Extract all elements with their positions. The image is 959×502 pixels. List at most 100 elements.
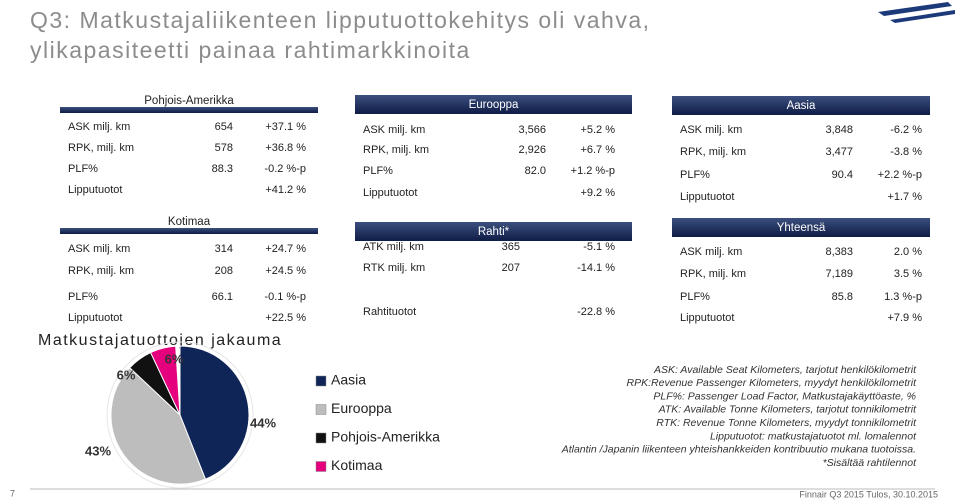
title-line: Q3: Matkustajaliikenteen lipputuottokehi… — [30, 7, 651, 33]
row-label: RPK, milj. km — [68, 142, 134, 154]
row-label: Lipputuotot — [363, 187, 417, 199]
panel-title: Rahti* — [478, 226, 510, 238]
panel-header — [672, 96, 930, 115]
row-label: ASK milj. km — [68, 121, 130, 133]
row-value: 7,189 — [825, 268, 853, 280]
panel-header — [672, 218, 930, 237]
legend-swatch — [315, 375, 327, 387]
row-label: Lipputuotot — [680, 191, 734, 203]
row-label: Rahtituotot — [363, 306, 416, 318]
panel-header — [60, 107, 318, 113]
row-change: +41.2 % — [265, 184, 306, 196]
row-label: ASK milj. km — [363, 124, 425, 136]
row-change: -3.8 % — [890, 146, 922, 158]
note: *Sisältää rahtilennot — [823, 457, 917, 469]
row-value: 3,566 — [518, 124, 546, 136]
legend-swatch — [315, 461, 327, 472]
legend-label: Eurooppa — [331, 400, 392, 416]
row-value: 88.3 — [212, 163, 233, 175]
row-label: ASK milj. km — [680, 246, 742, 258]
panel-title: Aasia — [787, 100, 816, 112]
row-change: +24.7 % — [265, 243, 306, 255]
row-value: 82.0 — [525, 165, 546, 177]
note: ASK: Available Seat Kilometers, tarjotut… — [653, 364, 917, 376]
pie-slice — [110, 367, 207, 485]
row-change: +7.9 % — [887, 312, 922, 324]
row-value: 207 — [502, 262, 520, 274]
pie-slice — [179, 345, 250, 480]
row-change: +1.7 % — [887, 191, 922, 203]
row-label: ASK milj. km — [68, 243, 130, 255]
panel-header — [355, 222, 632, 241]
row-value: 3,477 — [825, 146, 853, 158]
row-label: ASK milj. km — [680, 124, 742, 136]
panel-header — [355, 95, 632, 114]
note: RTK: Revenue Tonne Kilometers, myydyt to… — [656, 417, 917, 429]
row-label: Lipputuotot — [680, 312, 734, 324]
logo — [878, 2, 955, 23]
row-value: 314 — [215, 243, 233, 255]
page-number: 7 — [10, 488, 15, 498]
row-value: 90.4 — [832, 169, 853, 181]
note: RPK:Revenue Passenger Kilometers, myydyt… — [627, 377, 918, 389]
content: Pohjois-Amerikka ASK milj. km 654 +37.1 % RP… — [60, 95, 930, 489]
legend-label: Aasia — [331, 372, 366, 388]
pie-title: Matkustajatuottojen jakauma — [38, 332, 282, 349]
row-change: +1.2 %-p — [571, 165, 615, 177]
row-value: 2,926 — [518, 144, 546, 156]
row-label: RPK, milj. km — [680, 146, 746, 158]
note: ATK: Available Tonne Kilometers, tarjotu… — [658, 404, 917, 416]
row-change: -0.2 %-p — [264, 163, 306, 175]
row-label: PLF% — [680, 291, 710, 303]
row-change: -6.2 % — [890, 124, 922, 136]
row-label: Lipputuotot — [68, 312, 122, 324]
legend-swatch — [315, 432, 327, 444]
row-change: 3.5 % — [894, 268, 922, 280]
row-label: ATK milj. km — [363, 241, 424, 253]
legend-label: Kotimaa — [331, 457, 383, 473]
title-line: ylikapasiteetti painaa rahtimarkkinoita — [30, 37, 471, 63]
row-change: -22.8 % — [577, 306, 615, 318]
row-label: RPK, milj. km — [680, 268, 746, 280]
slice-label: 43% — [85, 443, 111, 458]
row-change: +37.1 % — [265, 121, 306, 133]
row-change: +6.7 % — [580, 144, 615, 156]
row-change: +9.2 % — [580, 187, 615, 199]
row-change: -0.1 %-p — [264, 291, 306, 303]
note: Atlantin /Japanin liikenteen yhteishankk… — [561, 444, 916, 456]
pie-slice — [149, 345, 181, 416]
row-label: PLF% — [68, 163, 98, 175]
row-label: RPK, milj. km — [363, 144, 429, 156]
row-label: PLF% — [680, 169, 710, 181]
row-value: 66.1 — [212, 291, 233, 303]
row-change: +5.2 % — [580, 124, 615, 136]
row-change: +22.5 % — [265, 312, 306, 324]
panel-title: Pohjois-Amerikka — [144, 95, 234, 107]
row-value: 578 — [215, 142, 233, 154]
slice-label: 6% — [117, 367, 136, 382]
footer-source: Finnair Q3 2015 Tulos, 30.10.2015 — [799, 489, 938, 499]
legend-swatch — [315, 404, 327, 415]
row-label: PLF% — [363, 165, 393, 177]
row-change: 2.0 % — [894, 246, 922, 258]
slice-label: 6% — [165, 351, 184, 366]
pie-outline — [106, 341, 254, 489]
note: PLF%: Passenger Load Factor, Matkustajak… — [653, 390, 916, 402]
row-change: +36.8 % — [265, 142, 306, 154]
row-value: 8,383 — [825, 246, 853, 258]
row-value: 365 — [502, 241, 520, 253]
note: Lipputuotot: matkustajatuotot ml. lomale… — [710, 430, 917, 442]
row-change: -5.1 % — [583, 241, 615, 253]
row-label: PLF% — [68, 291, 98, 303]
row-label: RPK, milj. km — [68, 265, 134, 277]
row-value: 85.8 — [832, 291, 853, 303]
row-change: -14.1 % — [577, 262, 615, 274]
row-change: +2.2 %-p — [878, 169, 922, 181]
row-label: Lipputuotot — [68, 184, 122, 196]
row-value: 654 — [215, 121, 233, 133]
row-label: RTK milj. km — [363, 262, 425, 274]
legend-label: Pohjois-Amerikka — [331, 429, 440, 445]
slice-label: 44% — [250, 415, 276, 430]
row-change: 1.3 %-p — [884, 291, 922, 303]
